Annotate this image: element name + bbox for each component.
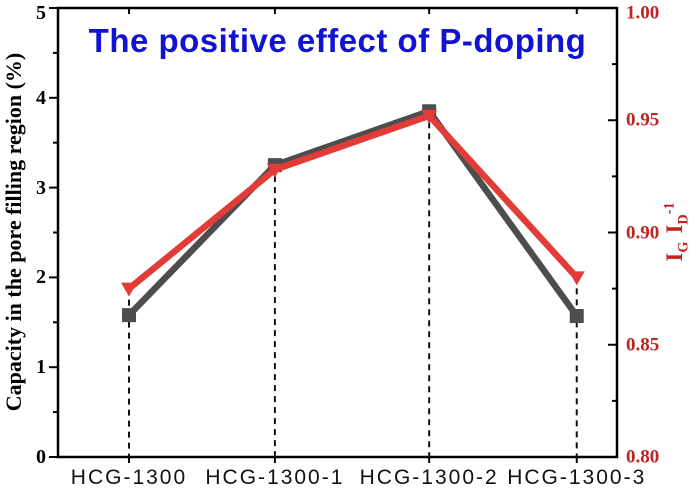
left-tick-label: 2 — [36, 266, 46, 289]
marker-triangle-down — [421, 109, 438, 124]
right-tick-label: 0.95 — [626, 109, 660, 131]
chart-title: The positive effect of P-doping — [88, 22, 587, 59]
right-tick-label: 1.00 — [626, 2, 660, 24]
x-category-label: HCG-1300-1 — [205, 466, 345, 489]
right-axis-title-sup: -1 — [661, 202, 678, 215]
x-category-label: HCG-1300 — [70, 466, 188, 489]
marker-square — [121, 308, 136, 323]
left-tick-label: 3 — [36, 176, 46, 199]
right-tick-label: 0.80 — [626, 446, 660, 468]
right-tick-label: 0.90 — [626, 222, 660, 243]
marker-triangle-down — [120, 282, 137, 297]
x-category-label: HCG-1300-3 — [507, 466, 647, 489]
series-line-capacity — [126, 107, 580, 318]
x-category-label: HCG-1300-2 — [359, 466, 499, 489]
left-tick-label: 5 — [36, 2, 46, 24]
left-tick-label: 1 — [36, 356, 46, 379]
marker-triangle-down — [266, 163, 283, 178]
right-tick-label: 0.85 — [626, 334, 660, 356]
marker-triangle-down — [568, 271, 585, 286]
marker-square — [569, 309, 584, 324]
series-line-ig-id — [126, 111, 580, 292]
right-axis-title-base1: I — [662, 252, 688, 262]
right-axis-title-sub2: D — [675, 214, 692, 225]
left-tick-label: 4 — [36, 86, 46, 109]
right-axis-title-sub1: G — [675, 241, 692, 253]
left-tick-label: 0 — [36, 446, 46, 468]
